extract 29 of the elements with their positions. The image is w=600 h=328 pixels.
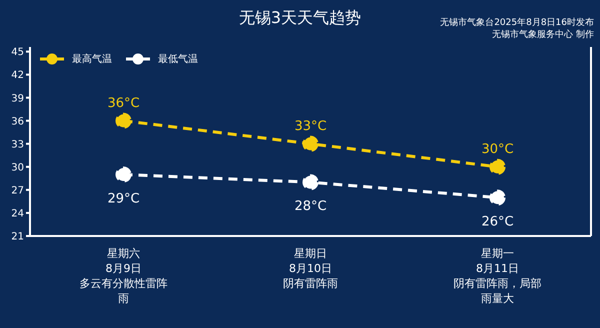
point: [302, 174, 318, 190]
chart-subtitle: 无锡市气象台2025年8月8日16时发布: [440, 17, 594, 29]
data-label: 30°C: [481, 142, 514, 157]
point: [116, 112, 132, 129]
x-tick-label: 星期六8月9日多云有分散性雷阵雨: [80, 247, 168, 305]
legend-label: 最低气温: [158, 53, 198, 66]
y-tick-label: 45: [11, 47, 24, 58]
point: [302, 136, 318, 152]
text: 无锡市气象服务中心 制作: [491, 29, 594, 41]
x-tick-label: 星期日8月10日阴有雷阵雨: [283, 247, 338, 290]
y-tick-label: 42: [11, 70, 24, 82]
data-label: 33°C: [294, 118, 327, 134]
legend-label: 最高气温: [72, 52, 112, 66]
y-tick-label: 36: [11, 116, 24, 128]
chart-title: 无锡3天天气趋势: [238, 8, 362, 27]
data-label: 28°C: [294, 199, 327, 214]
point: [116, 166, 132, 183]
y-tick-label: 33: [11, 139, 24, 150]
y-tick-label: 30: [11, 162, 24, 174]
data-label: 29°C: [107, 192, 140, 207]
y-tick-label: 39: [11, 93, 24, 104]
y-tick-label: 24: [11, 208, 24, 220]
y-tick-label: 21: [11, 232, 24, 243]
y-tick-label: 27: [11, 185, 24, 196]
point: [490, 190, 506, 206]
data-label: 26°C: [481, 214, 514, 230]
point: [490, 158, 506, 175]
data-label: 36°C: [107, 96, 140, 111]
x-tick-label: 星期一8月11日阴有雷阵雨，局部雨量大: [454, 247, 542, 305]
